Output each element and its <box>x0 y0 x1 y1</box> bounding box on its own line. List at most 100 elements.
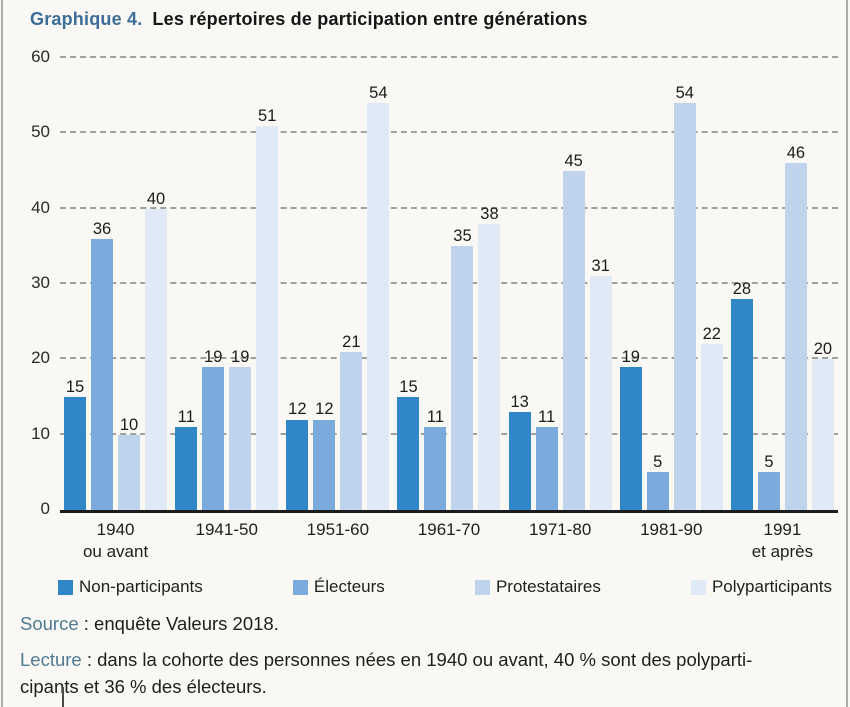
bar-cell: 10 <box>118 58 141 510</box>
x-tick-label-1941-50: 1941-50 <box>195 520 258 539</box>
bar-value-label: 19 <box>231 347 250 366</box>
bar-value-label: 13 <box>510 392 529 411</box>
legend-item-non-participants: Non-participants <box>58 577 203 597</box>
bar-value-label: 15 <box>399 377 418 396</box>
bar-value-label: 46 <box>786 144 806 163</box>
bar-value-label: 51 <box>258 106 277 125</box>
bar-protestataires-1981-90 <box>673 103 696 510</box>
bar--lecteurs-1971-80 <box>535 427 558 510</box>
bar-non-participants-1961-70 <box>397 397 420 510</box>
gridline-30 <box>60 282 838 284</box>
source-text: : enquête Valeurs 2018. <box>78 613 279 635</box>
lecture-text-line1: : dans la cohorte des personnes nées en … <box>81 649 753 670</box>
legend-label: Électeurs <box>313 577 385 597</box>
bar-value-label: 20 <box>813 340 833 359</box>
bar-cell: 12 <box>286 58 309 510</box>
bar-cell: 28 <box>730 58 753 510</box>
gridline-50 <box>60 131 838 134</box>
bar-group-1961-70: 15 11 35 38 <box>393 58 504 510</box>
bar-cell: 36 <box>91 58 114 510</box>
bar-protestataires-1941-50 <box>229 366 252 510</box>
bar-cell: 11 <box>424 58 447 510</box>
bar-value-label: 10 <box>119 415 139 434</box>
bar-cell: 15 <box>397 58 420 510</box>
bar-chart: 0 10 20 30 40 50 60 15 36 10 40 11 19 19 51 12 12 21 54 15 1… <box>31 47 838 563</box>
x-axis-labels: 1940 ou avant 1941-50 1951-60 1961-70 1971-80… <box>60 519 838 563</box>
lecture-text-line2: cipants et 36 % des électeurs. <box>20 675 267 697</box>
bar-value-label: 36 <box>92 219 112 238</box>
bar-value-label: 12 <box>288 400 307 419</box>
bar-group-1991: 28 5 46 20 <box>727 58 838 510</box>
bar-value-label: 21 <box>342 332 361 351</box>
bar-cell: 21 <box>340 58 363 510</box>
bar-cell: 54 <box>673 58 696 510</box>
y-tick-label-0: 0 <box>40 499 50 518</box>
bar--lecteurs-1961-70 <box>424 427 447 510</box>
chart-title: Graphique 4. Les répertoires de participa… <box>0 0 850 30</box>
bar-group-1941-50: 11 19 19 51 <box>171 58 282 510</box>
bar-cell: 13 <box>508 58 531 510</box>
x-tick-label-1971-80: 1971-80 <box>528 520 592 539</box>
legend-label: Non-participants <box>79 577 203 597</box>
bar-polyparticipants-1940 <box>145 208 168 510</box>
bar-protestataires-1951-60 <box>340 351 363 510</box>
bar-non-participants-1991 <box>730 299 753 510</box>
bar-cell: 38 <box>478 58 501 510</box>
chart-legend: Non-participants Électeurs Protestataires P… <box>58 577 832 597</box>
bar-cell: 46 <box>784 58 807 510</box>
bar-group-1940: 15 36 10 40 <box>60 58 171 510</box>
bar-group-1981-90: 19 5 54 22 <box>616 58 727 510</box>
gridline-40 <box>60 206 838 209</box>
bar-value-label: 54 <box>369 84 388 103</box>
bar-polyparticipants-1971-80 <box>589 276 612 510</box>
bar--lecteurs-1981-90 <box>646 472 669 510</box>
bar-value-label: 5 <box>653 453 663 472</box>
bar-value-label: 11 <box>426 408 445 426</box>
page-bottom-mark <box>62 687 64 707</box>
bar-group-1951-60: 12 12 21 54 <box>282 58 393 510</box>
bar-cell: 22 <box>700 58 723 510</box>
lecture-label: Lecture <box>20 649 82 670</box>
chart-title-text: Les répertoires de participation entre g… <box>152 9 588 29</box>
x-tick-label-1991: 1991 et après <box>751 520 814 562</box>
bar-non-participants-1941-50 <box>175 427 198 510</box>
bar-cell: 19 <box>202 58 225 510</box>
bar-non-participants-1940 <box>64 397 87 510</box>
gridline-20 <box>60 357 838 360</box>
gridline-60 <box>60 56 838 58</box>
bar-value-label: 5 <box>764 453 774 472</box>
legend-swatch-icon <box>292 579 308 595</box>
bar-value-label: 15 <box>65 377 85 396</box>
page-edge-right <box>846 0 848 707</box>
bar-protestataires-1940 <box>118 434 141 510</box>
y-tick-label-60: 60 <box>31 47 50 66</box>
bar-cell: 19 <box>619 58 642 510</box>
bar--lecteurs-1941-50 <box>202 366 225 510</box>
bar-value-label: 40 <box>146 189 166 208</box>
bar-polyparticipants-1961-70 <box>478 223 501 510</box>
bar-non-participants-1951-60 <box>286 419 309 510</box>
legend-swatch-icon <box>474 579 490 595</box>
bar--lecteurs-1951-60 <box>313 419 336 510</box>
legend-swatch-icon <box>58 579 73 595</box>
legend-item--lecteurs: Électeurs <box>292 577 385 597</box>
bar-cell: 51 <box>256 58 279 510</box>
legend-label: Protestataires <box>495 577 601 597</box>
bar--lecteurs-1991 <box>757 472 780 510</box>
y-tick-label-20: 20 <box>31 348 50 368</box>
lecture-note: Lecture : dans la cohorte des personnes … <box>20 647 836 701</box>
bar-value-label: 45 <box>564 151 583 170</box>
bar-cell: 5 <box>646 58 669 510</box>
legend-item-protestataires: Protestataires <box>474 577 601 597</box>
bar-value-label: 28 <box>732 279 752 298</box>
bar-cell: 20 <box>811 58 834 510</box>
bar-polyparticipants-1981-90 <box>700 344 723 510</box>
plot-area: 0 10 20 30 40 50 60 15 36 10 40 11 19 19 51 12 12 21 54 15 1… <box>31 47 838 518</box>
y-tick-label-40: 40 <box>31 197 50 217</box>
y-tick-label-10: 10 <box>31 423 50 443</box>
x-tick-label-1961-70: 1961-70 <box>417 520 481 539</box>
bar-value-label: 12 <box>315 400 334 419</box>
bar-cell: 15 <box>64 58 87 510</box>
bar-non-participants-1971-80 <box>508 412 531 510</box>
bar-value-label: 38 <box>480 204 499 223</box>
